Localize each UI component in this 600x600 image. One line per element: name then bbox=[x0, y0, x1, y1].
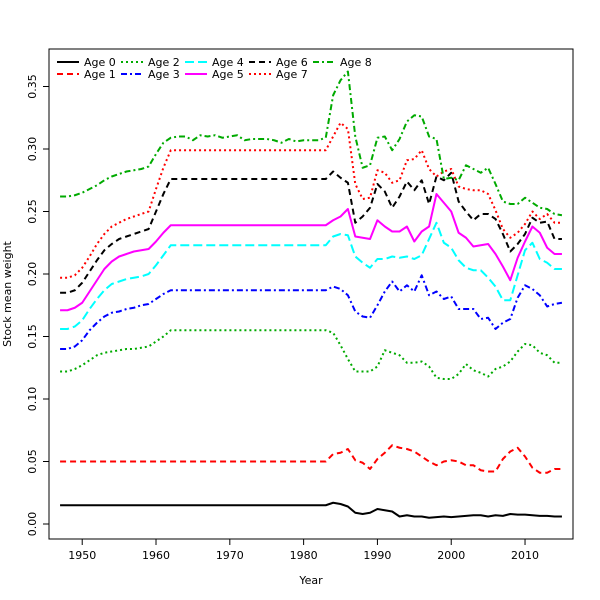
y-axis: 0.00 0.05 0.10 0.15 0.20 0.25 0.30 0.35 bbox=[26, 74, 49, 536]
legend-label: Age 1 bbox=[84, 68, 116, 81]
legend-label: Age 4 bbox=[212, 56, 244, 69]
y-tick-label: 0.00 bbox=[26, 512, 39, 537]
series-line-age-1 bbox=[60, 444, 562, 474]
legend-label: Age 3 bbox=[148, 68, 180, 81]
y-tick-label: 0.20 bbox=[26, 262, 39, 287]
x-tick-label: 1950 bbox=[68, 549, 96, 562]
series-line-age-3 bbox=[60, 274, 563, 350]
x-tick-label: 1990 bbox=[363, 549, 391, 562]
series-line-age-0 bbox=[60, 501, 562, 519]
y-tick-label: 0.30 bbox=[26, 137, 39, 162]
x-tick-label: 1960 bbox=[142, 549, 170, 562]
series-line-age-5 bbox=[60, 193, 562, 312]
series-line-age-4 bbox=[60, 221, 562, 330]
legend-label: Age 7 bbox=[276, 68, 308, 81]
series-line-age-6 bbox=[60, 170, 562, 294]
y-tick-label: 0.10 bbox=[26, 387, 39, 412]
x-tick-label: 1980 bbox=[290, 549, 318, 562]
y-tick-label: 0.35 bbox=[26, 74, 39, 99]
x-tick-label: 2010 bbox=[511, 549, 539, 562]
y-tick-label: 0.05 bbox=[26, 449, 39, 474]
legend-label: Age 0 bbox=[84, 56, 116, 69]
y-tick-label: 0.15 bbox=[26, 324, 39, 349]
y-axis-title: Stock mean weight bbox=[1, 240, 14, 346]
series-line-age-8 bbox=[60, 70, 563, 217]
legend-label: Age 2 bbox=[148, 56, 180, 69]
x-tick-label: 2000 bbox=[437, 549, 465, 562]
legend-label: Age 8 bbox=[340, 56, 372, 69]
legend-label: Age 5 bbox=[212, 68, 244, 81]
x-tick-label: 1970 bbox=[216, 549, 244, 562]
x-axis-title: Year bbox=[298, 574, 323, 587]
series-line-age-2 bbox=[60, 329, 562, 380]
plot-frame bbox=[48, 48, 574, 540]
series-line-age-7 bbox=[60, 121, 562, 279]
legend-label: Age 6 bbox=[276, 56, 308, 69]
x-axis: 1950 1960 1970 1980 1990 2000 2010 bbox=[68, 539, 539, 562]
series-lines bbox=[60, 70, 563, 519]
y-tick-label: 0.25 bbox=[26, 199, 39, 224]
